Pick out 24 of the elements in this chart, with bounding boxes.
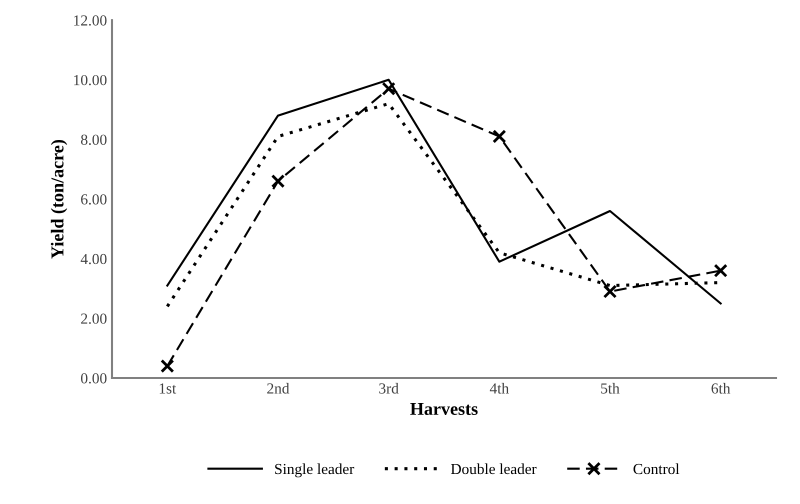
legend-label: Double leader bbox=[450, 463, 537, 474]
y-tick-label: 6.00 bbox=[81, 194, 107, 205]
point bbox=[271, 174, 285, 188]
point bbox=[714, 264, 728, 278]
point bbox=[160, 359, 174, 374]
x-tick-label: 6th bbox=[712, 382, 730, 394]
y-tick-label: 0.00 bbox=[80, 373, 107, 384]
point bbox=[492, 130, 506, 144]
y-tick-label: 8.00 bbox=[80, 134, 107, 145]
x-axis-title: Harvests bbox=[410, 402, 478, 415]
y-tick-label: 12.00 bbox=[74, 15, 107, 26]
x-tick-label: 2nd bbox=[267, 382, 290, 394]
y-axis-title: Yield (ton/acre) bbox=[50, 140, 68, 259]
point bbox=[603, 284, 617, 298]
x-tick-label: 1st bbox=[160, 383, 176, 394]
y-tick-label: 4.00 bbox=[80, 254, 107, 264]
point bbox=[382, 82, 396, 96]
legend-label: Control bbox=[634, 463, 680, 474]
x-tick-label: 4th bbox=[490, 382, 509, 394]
x-tick-label: 5th bbox=[601, 382, 620, 394]
legend-label: Single leader bbox=[275, 463, 354, 478]
x-tick-label: 3rd bbox=[379, 382, 399, 394]
y-tick-label: 10.00 bbox=[74, 74, 107, 86]
y-tick-label: 2.00 bbox=[81, 314, 107, 324]
